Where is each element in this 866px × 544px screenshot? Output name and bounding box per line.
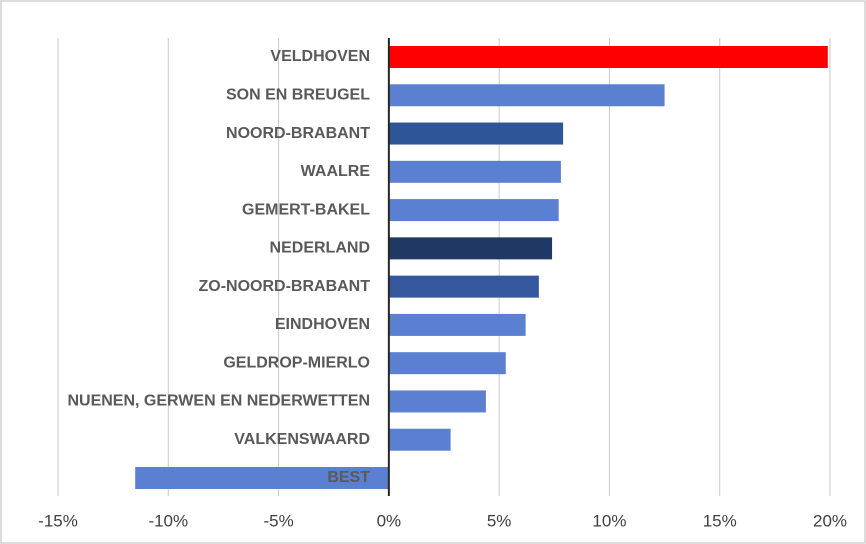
bar	[388, 275, 539, 298]
bar	[388, 199, 559, 222]
category-label: GELDROP-MIERLO	[223, 354, 370, 371]
category-label: VALKENSWAARD	[234, 431, 370, 448]
bar	[388, 46, 828, 68]
bar	[388, 390, 486, 413]
category-label: GEMERT-BAKEL	[242, 201, 370, 218]
x-tick-label: 0%	[377, 511, 402, 530]
x-tick-label: 5%	[487, 511, 512, 530]
category-label: SON EN BREUGEL	[226, 86, 370, 103]
bar	[388, 352, 506, 375]
x-tick-label: 15%	[703, 511, 737, 530]
bar	[388, 428, 451, 451]
category-label: ZO-NOORD-BRABANT	[198, 278, 370, 295]
bar	[388, 237, 553, 260]
bar	[388, 160, 561, 183]
x-tick-label: -5%	[263, 511, 293, 530]
x-tick-label: -10%	[148, 511, 188, 530]
bar	[388, 122, 564, 145]
category-label: WAALRE	[301, 163, 371, 180]
bar	[388, 313, 526, 336]
bar	[135, 467, 389, 489]
x-tick-label: 10%	[592, 511, 626, 530]
x-tick-label: 20%	[813, 511, 847, 530]
x-tick-label: -15%	[38, 511, 78, 530]
category-label: NEDERLAND	[270, 240, 370, 257]
category-label: BEST	[327, 469, 370, 486]
category-label: NUENEN, GERWEN EN NEDERWETTEN	[67, 393, 370, 410]
bar	[388, 84, 665, 107]
category-label: NOORD-BRABANT	[226, 125, 370, 142]
category-label: VELDHOVEN	[270, 48, 370, 65]
category-label: EINDHOVEN	[275, 316, 370, 333]
